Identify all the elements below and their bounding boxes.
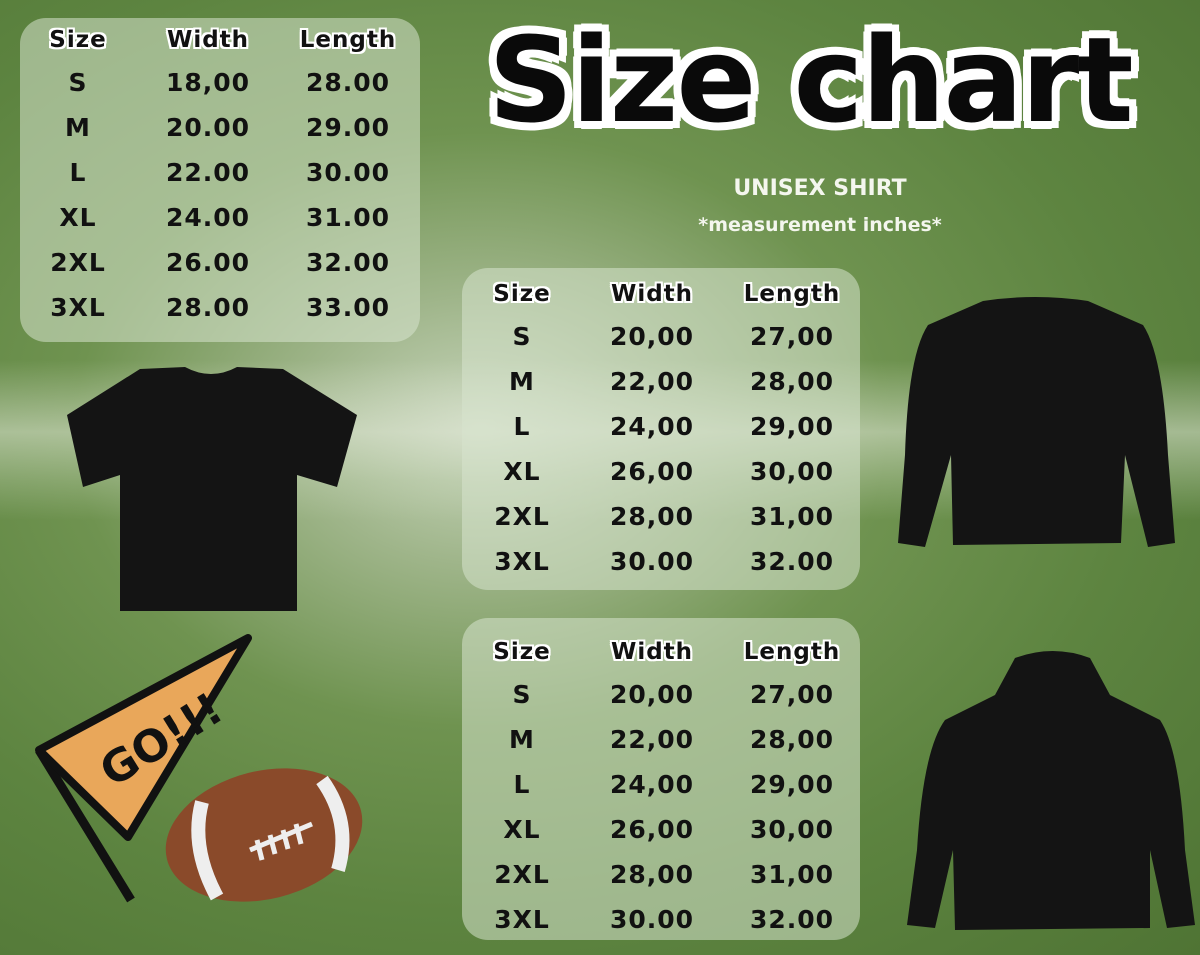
size-cell: XL: [59, 203, 97, 232]
length-cell: 30,00: [749, 457, 835, 486]
column-header-size: Size: [49, 27, 107, 53]
length-cell: 32.00: [749, 905, 835, 934]
size-table-hoodie: Size Width Length S 20,00 27,00 M 22,00 28,00 L 24…: [462, 632, 862, 942]
length-cell: 31.00: [305, 203, 391, 232]
size-cell: M: [509, 367, 535, 396]
length-cell: 28.00: [305, 68, 391, 97]
size-cell: 2XL: [494, 860, 550, 889]
tshirt-icon: [67, 367, 357, 611]
column-header-length: Length: [743, 281, 841, 307]
width-cell: 20,00: [609, 322, 695, 351]
width-cell: 24,00: [609, 412, 695, 441]
width-cell: 20.00: [165, 113, 251, 142]
hoodie-icon: [907, 651, 1195, 930]
measurement-note: *measurement inches*: [698, 214, 942, 236]
pennant-icon: GO!!!: [35, 634, 252, 903]
width-cell: 18,00: [165, 68, 251, 97]
size-cell: L: [513, 770, 531, 799]
width-cell: 30.00: [609, 905, 695, 934]
size-cell: S: [512, 322, 532, 351]
length-cell: 29.00: [305, 113, 391, 142]
width-cell: 30.00: [609, 547, 695, 576]
column-header-length: Length: [299, 27, 397, 53]
length-cell: 29,00: [749, 412, 835, 441]
width-cell: 26,00: [609, 457, 695, 486]
size-cell: 3XL: [494, 547, 550, 576]
length-cell: 29,00: [749, 770, 835, 799]
size-cell: M: [509, 725, 535, 754]
column-header-length: Length: [743, 639, 841, 665]
width-cell: 22.00: [165, 158, 251, 187]
size-table-sweatshirt: Size Width Length S 20,00 27,00 M 22,00 28,00 L 24…: [462, 274, 862, 584]
width-cell: 20,00: [609, 680, 695, 709]
width-cell: 24,00: [609, 770, 695, 799]
width-cell: 22,00: [609, 367, 695, 396]
size-cell: 3XL: [494, 905, 550, 934]
length-cell: 27,00: [749, 680, 835, 709]
length-cell: 30.00: [305, 158, 391, 187]
column-header-size: Size: [493, 639, 551, 665]
width-cell: 26,00: [609, 815, 695, 844]
width-cell: 28,00: [609, 860, 695, 889]
column-header-width: Width: [610, 281, 694, 307]
size-cell: S: [68, 68, 88, 97]
length-cell: 28,00: [749, 725, 835, 754]
size-cell: XL: [503, 457, 541, 486]
size-cell: 2XL: [494, 502, 550, 531]
length-cell: 27,00: [749, 322, 835, 351]
size-cell: 2XL: [50, 248, 106, 277]
size-cell: S: [512, 680, 532, 709]
width-cell: 28.00: [165, 293, 251, 322]
size-cell: XL: [503, 815, 541, 844]
width-cell: 28,00: [609, 502, 695, 531]
size-table-panel-tshirt: [20, 18, 420, 342]
width-cell: 26.00: [165, 248, 251, 277]
size-cell: 3XL: [50, 293, 106, 322]
length-cell: 33.00: [305, 293, 391, 322]
width-cell: 22,00: [609, 725, 695, 754]
length-cell: 28,00: [749, 367, 835, 396]
column-header-size: Size: [493, 281, 551, 307]
column-header-width: Width: [166, 27, 250, 53]
length-cell: 32.00: [305, 248, 391, 277]
page-title: Size chart: [488, 11, 1133, 149]
football-icon: [165, 768, 363, 902]
size-table-panel-sweatshirt: [462, 268, 860, 590]
width-cell: 24.00: [165, 203, 251, 232]
size-table-panel-hoodie: [462, 618, 860, 940]
length-cell: 30,00: [749, 815, 835, 844]
size-cell: M: [65, 113, 91, 142]
size-cell: L: [69, 158, 87, 187]
size-table-tshirt: Size Width Length S 18,00 28.00 M 20.00 29.00 L 22…: [18, 20, 418, 330]
sweatshirt-icon: [898, 297, 1175, 547]
length-cell: 31,00: [749, 502, 835, 531]
column-header-width: Width: [610, 639, 694, 665]
length-cell: 32.00: [749, 547, 835, 576]
length-cell: 31,00: [749, 860, 835, 889]
size-cell: L: [513, 412, 531, 441]
subtitle: UNISEX SHIRT: [733, 176, 907, 201]
